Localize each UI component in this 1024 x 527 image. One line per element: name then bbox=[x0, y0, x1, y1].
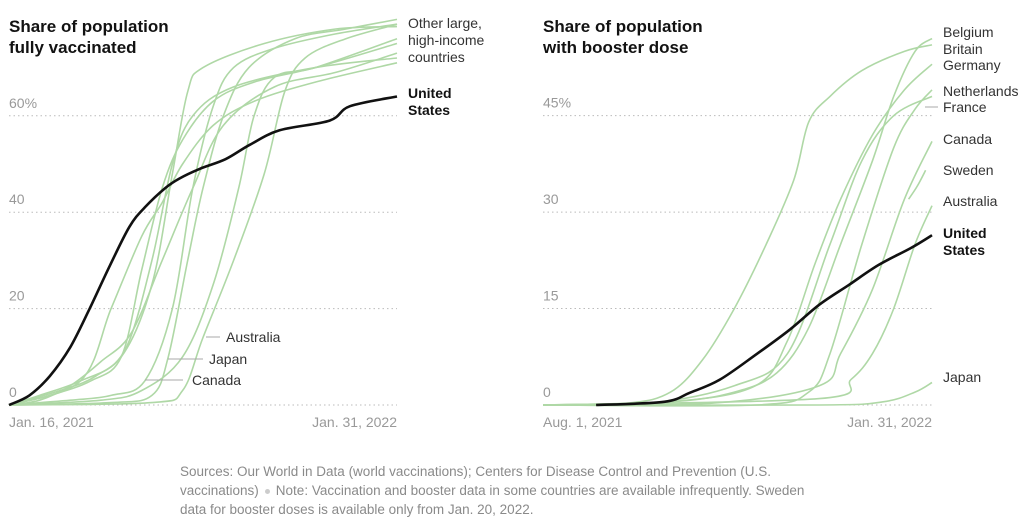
series-line-netherlands bbox=[542, 89, 933, 407]
us-label: United bbox=[943, 225, 987, 241]
canada-label: Canada bbox=[943, 131, 992, 147]
y-tick-label: 40 bbox=[9, 191, 25, 207]
series-line-britain bbox=[542, 44, 933, 406]
footer-note: Sources: Our World in Data (world vaccin… bbox=[180, 462, 820, 519]
netherlands-label: Netherlands bbox=[943, 83, 1019, 99]
y-tick-label: 0 bbox=[543, 384, 551, 400]
y-tick-label: 60% bbox=[9, 95, 37, 111]
chart-vaccinated: Share of population fully vaccinated 0 20… bbox=[8, 15, 484, 430]
series-line-canada bbox=[542, 141, 933, 406]
germany-label: Germany bbox=[943, 57, 1001, 73]
series-line-australia bbox=[8, 23, 398, 406]
series-line-australia bbox=[542, 205, 933, 406]
series-line-country-g bbox=[8, 52, 398, 406]
sweden-label: Sweden bbox=[943, 162, 994, 178]
chart-title-line2: with booster dose bbox=[542, 38, 688, 57]
group-label: countries bbox=[408, 49, 465, 65]
series-line-france bbox=[542, 95, 933, 406]
series-line-sweden bbox=[907, 169, 927, 200]
separator-dot bbox=[264, 488, 270, 494]
series-line-country-h bbox=[8, 62, 398, 406]
britain-label: Britain bbox=[943, 41, 983, 57]
japan-label: Japan bbox=[209, 351, 247, 367]
series-line-country-i bbox=[8, 37, 398, 406]
y-tick-label: 20 bbox=[9, 288, 25, 304]
x-tick-label: Aug. 1, 2021 bbox=[543, 414, 623, 430]
series-line-united-states bbox=[596, 234, 933, 407]
y-tick-label: 45% bbox=[543, 95, 571, 111]
series-line-japan bbox=[542, 381, 933, 407]
sources-text: Sources: Our World in Data (world vaccin… bbox=[180, 464, 771, 498]
chart-booster: Share of population with booster dose 0 1… bbox=[542, 17, 1019, 430]
x-tick-label: Jan. 31, 2022 bbox=[847, 414, 932, 430]
group-label: Other large, bbox=[408, 15, 482, 31]
x-tick-label: Jan. 31, 2022 bbox=[312, 414, 397, 430]
belgium-label: Belgium bbox=[943, 24, 994, 40]
australia-label: Australia bbox=[226, 329, 281, 345]
note-text: Note: Vaccination and booster data in so… bbox=[180, 483, 805, 517]
canada-label: Canada bbox=[192, 372, 241, 388]
australia-label: Australia bbox=[943, 193, 998, 209]
us-label: States bbox=[943, 242, 985, 258]
chart-title-line1: Share of population bbox=[543, 17, 703, 36]
japan-label: Japan bbox=[943, 369, 981, 385]
group-label: high-income bbox=[408, 32, 484, 48]
us-label: States bbox=[408, 102, 450, 118]
series-line-country-d bbox=[8, 25, 398, 406]
france-label: France bbox=[943, 99, 987, 115]
chart-title-line1: Share of population bbox=[9, 17, 169, 36]
us-label: United bbox=[408, 85, 452, 101]
chart-canvas: Share of population fully vaccinated 0 20… bbox=[8, 15, 1019, 430]
y-tick-label: 15 bbox=[543, 288, 559, 304]
y-tick-label: 0 bbox=[9, 384, 17, 400]
series-line-canada bbox=[8, 23, 398, 406]
chart-title-line2: fully vaccinated bbox=[9, 38, 137, 57]
series-line-united-states bbox=[8, 95, 398, 407]
series-line-belgium bbox=[542, 37, 933, 406]
series-line-japan bbox=[8, 18, 398, 406]
y-tick-label: 30 bbox=[543, 191, 559, 207]
x-tick-label: Jan. 16, 2021 bbox=[9, 414, 94, 430]
